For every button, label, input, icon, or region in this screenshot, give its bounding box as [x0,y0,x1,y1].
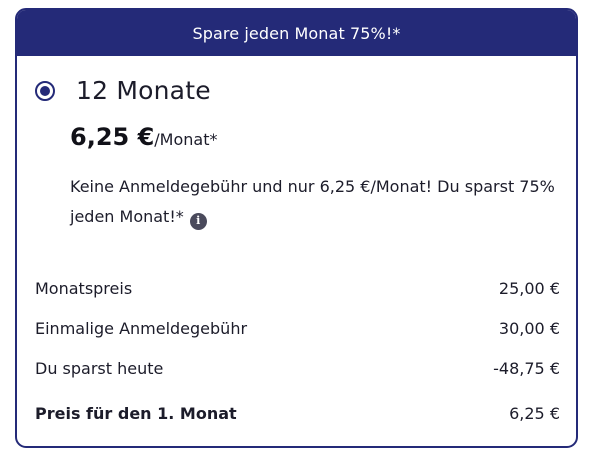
breakdown-label: Monatspreis [35,278,133,298]
info-icon[interactable]: i [189,212,207,230]
plan-radio-button[interactable] [35,80,55,101]
savings-banner: Spare jeden Monat 75%!* [17,10,576,56]
plan-description: Keine Anmeldegebühr und nur 6,25 €/Monat… [70,172,560,232]
breakdown-label: Einmalige Anmeldegebühr [35,318,248,338]
total-label: Preis für den 1. Monat [35,403,237,423]
breakdown-row-monthly-price: Monatspreis 25,00 € [35,268,560,308]
breakdown-row-savings: Du sparst heute -48,75 € [35,348,560,388]
breakdown-row-total: Preis für den 1. Monat 6,25 € [35,393,560,433]
savings-banner-text: Spare jeden Monat 75%!* [192,23,401,43]
plan-card[interactable]: Spare jeden Monat 75%!* 12 Monate 6,25 €… [15,8,578,448]
plan-price: 6,25 € /Monat* [70,123,217,151]
price-unit: /Monat* [154,130,218,149]
plan-description-text: Keine Anmeldegebühr und nur 6,25 €/Monat… [70,177,555,226]
breakdown-value: 25,00 € [498,278,560,298]
price-breakdown: Monatspreis 25,00 € Einmalige Anmeldegeb… [35,268,560,433]
plan-title: 12 Monate [76,76,211,105]
plan-option[interactable]: 12 Monate [35,76,211,105]
price-amount: 6,25 € [70,123,155,151]
breakdown-label: Du sparst heute [35,358,164,378]
breakdown-value: 30,00 € [498,318,560,338]
total-value: 6,25 € [509,403,560,423]
breakdown-row-signup-fee: Einmalige Anmeldegebühr 30,00 € [35,308,560,348]
breakdown-value: -48,75 € [493,358,560,378]
radio-selected-dot [40,85,50,96]
